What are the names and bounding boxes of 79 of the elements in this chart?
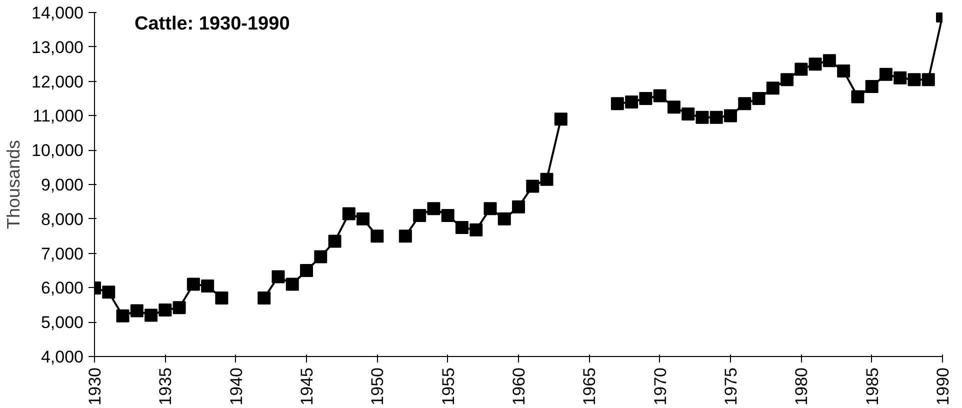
x-tick-label: 1960 [510,367,528,406]
x-tick-label: 1970 [650,367,670,406]
point [738,97,752,110]
point [780,73,794,86]
y-tick-label: 9,000 [40,176,84,194]
y-tick-label: 13,000 [32,38,84,57]
y-tick-label: 11,000 [32,106,84,126]
x-tick-label: 1940 [226,367,246,406]
point [554,112,568,126]
point [837,64,850,78]
point [484,202,497,216]
point [908,73,921,86]
point [328,234,342,248]
point [540,172,554,186]
x-tick-label: 1985 [862,367,882,406]
x-tick-label: 1955 [438,367,458,406]
point [851,90,864,104]
y-tick-label: 14,000 [32,4,84,22]
point [158,304,172,317]
point [258,292,271,305]
point [342,207,356,220]
point [300,264,313,277]
x-tick-label: 1965 [580,367,600,406]
point [610,97,624,110]
y-axis-title: Thousands [4,140,24,230]
point [653,89,666,102]
point [639,92,652,105]
point [427,202,440,216]
point [808,58,822,71]
point [794,62,808,76]
y-tick-label: 5,000 [40,313,84,332]
x-tick-label: 1930 [86,367,104,406]
x-tick-label: 1945 [298,367,316,406]
point [186,278,200,291]
y-tick-label: 12,000 [32,72,84,92]
y-tick-label: 4,000 [40,348,84,366]
point [667,100,680,114]
y-tick-label: 7,000 [40,244,84,264]
point [201,279,214,292]
y-tick-label: 8,000 [40,210,84,229]
x-tick-label: 1975 [722,367,740,406]
point [356,212,370,226]
point [696,110,709,124]
point [102,286,116,299]
point [766,82,780,95]
point [625,95,638,108]
point [682,107,695,120]
x-tick-label: 1980 [792,367,812,406]
point [922,73,935,86]
point [470,223,483,236]
point [894,71,907,84]
point [314,250,328,264]
point [879,68,892,81]
point [215,292,228,305]
point [398,230,412,243]
x-tick-label: 1950 [368,367,388,406]
point [370,230,384,243]
point [272,270,285,284]
point [172,301,186,314]
x-tick-label: 1990 [934,367,952,406]
point [724,109,737,122]
point [752,92,766,105]
chart-title: Cattle: 1930-1990 [134,14,290,34]
point [865,80,878,93]
point [286,278,299,291]
point [441,208,454,222]
point [116,309,130,322]
y-tick-label: 10,000 [32,141,84,160]
point [455,221,468,234]
point [413,208,426,222]
y-tick-label: 6,000 [40,278,84,298]
point [710,110,723,124]
point [822,54,836,68]
point [512,200,525,214]
point [130,304,144,318]
point [144,308,158,322]
point [526,180,540,193]
x-tick-label: 1935 [156,367,176,406]
point [498,212,511,226]
